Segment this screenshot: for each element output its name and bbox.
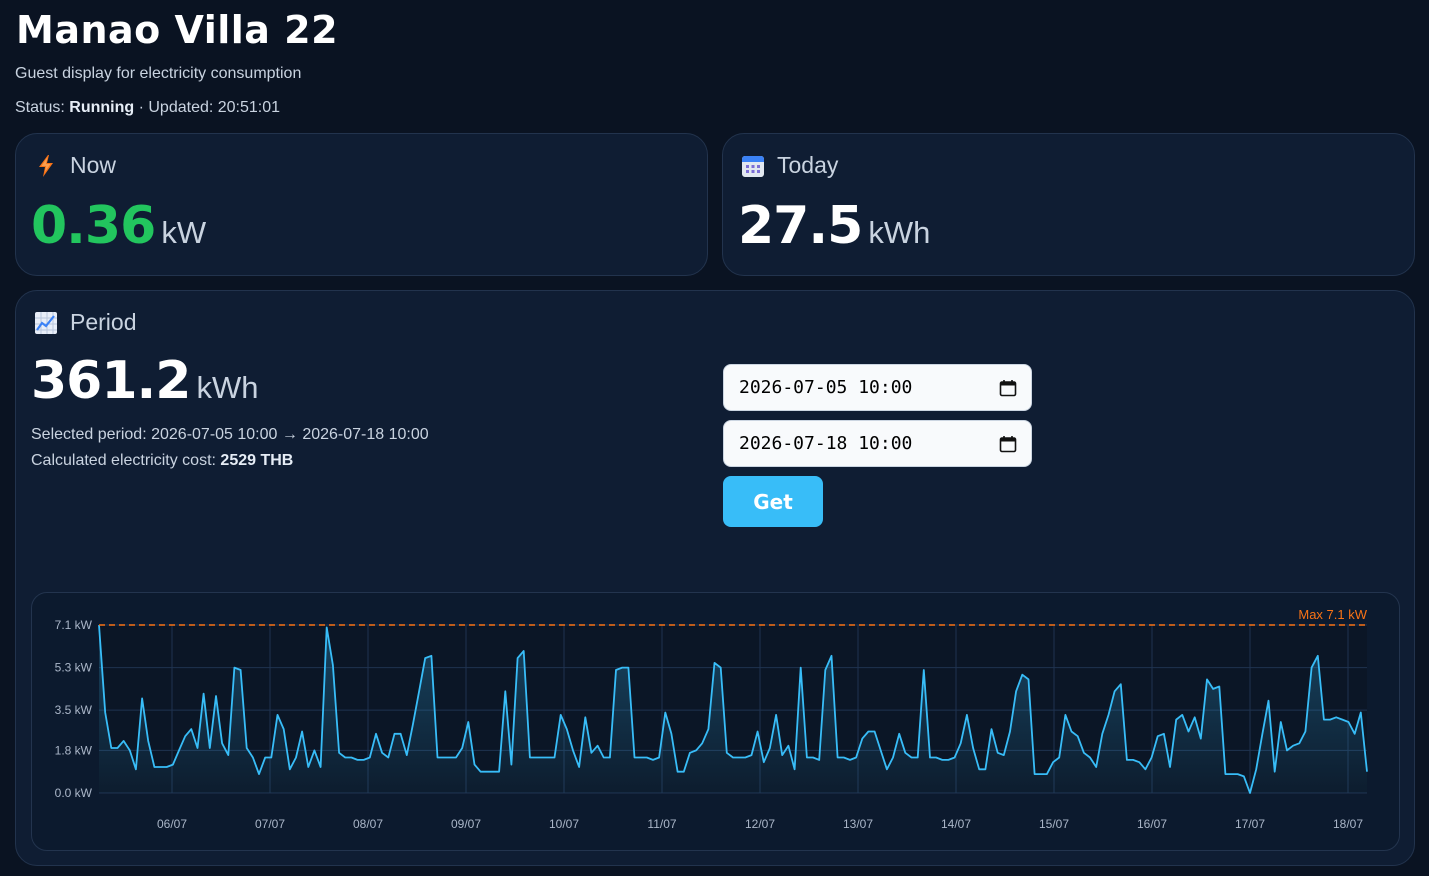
x-tick-label: 16/07 <box>1137 817 1167 831</box>
cost-value: 2529 THB <box>220 452 294 469</box>
x-tick-label: 08/07 <box>353 817 383 831</box>
x-tick-label: 11/07 <box>647 817 676 831</box>
status-label: Status: <box>15 99 65 116</box>
calculated-cost: Calculated electricity cost: 2529 THB <box>31 452 293 470</box>
end-datetime-value: 2026-07-18 10:00 <box>739 433 913 454</box>
max-label: Max 7.1 kW <box>1298 607 1367 622</box>
period-unit: kWh <box>196 370 259 405</box>
chart-icon <box>35 311 57 334</box>
selected-period: Selected period: 2026-07-05 10:00 → 2026… <box>31 426 429 444</box>
page-subtitle: Guest display for electricity consumptio… <box>15 65 302 82</box>
get-button[interactable]: Get <box>723 476 823 527</box>
start-datetime-value: 2026-07-05 10:00 <box>739 377 913 398</box>
y-tick-label: 0.0 kW <box>55 786 93 800</box>
calendar-picker-icon[interactable] <box>999 379 1017 397</box>
today-label: Today <box>777 152 839 178</box>
calendar-picker-icon[interactable] <box>999 435 1017 453</box>
period-number: 361.2 <box>31 351 191 411</box>
period-card: Period 361.2 kWh Selected period: 2026-0… <box>15 290 1415 866</box>
now-card: Now 0.36 kW <box>15 133 708 276</box>
today-number: 27.5 <box>738 196 863 256</box>
y-tick-label: 1.8 kW <box>55 743 93 757</box>
today-value: 27.5 kWh <box>738 196 930 256</box>
period-header: Period <box>34 309 136 336</box>
now-unit: kW <box>161 215 207 250</box>
period-label: Period <box>70 309 137 335</box>
end-datetime-input[interactable]: 2026-07-18 10:00 <box>723 420 1032 467</box>
start-datetime-input[interactable]: 2026-07-05 10:00 <box>723 364 1032 411</box>
today-unit: kWh <box>868 215 931 250</box>
series-area <box>99 625 1367 793</box>
x-tick-label: 14/07 <box>941 817 971 831</box>
y-tick-label: 7.1 kW <box>55 618 93 632</box>
y-tick-label: 5.3 kW <box>55 661 93 675</box>
x-tick-label: 06/07 <box>157 817 187 831</box>
updated-time: · Updated: 20:51:01 <box>138 99 281 116</box>
calendar-icon <box>742 155 764 177</box>
selected-period-label: Selected period: <box>31 426 147 443</box>
now-value: 0.36 kW <box>31 196 206 256</box>
status-line: Status: Running · Updated: 20:51:01 <box>15 99 280 117</box>
x-tick-label: 10/07 <box>549 817 579 831</box>
status-value: Running <box>69 99 135 116</box>
now-number: 0.36 <box>31 196 156 256</box>
x-tick-label: 07/07 <box>255 817 285 831</box>
x-tick-label: 13/07 <box>843 817 873 831</box>
consumption-chart: 7.1 kW 5.3 kW 3.5 kW 1.8 kW 0.0 kW 06/07 07/07… <box>31 592 1400 851</box>
x-tick-label: 18/07 <box>1333 817 1363 831</box>
selected-period-range: 2026-07-05 10:00 → 2026-07-18 10:00 <box>151 426 429 443</box>
chart-svg: 7.1 kW 5.3 kW 3.5 kW 1.8 kW 0.0 kW 06/07 07/07… <box>55 607 1368 831</box>
x-tick-label: 12/07 <box>745 817 775 831</box>
today-header: Today <box>741 152 838 179</box>
today-card: Today 27.5 kWh <box>722 133 1415 276</box>
series-line <box>98 624 1368 794</box>
now-label: Now <box>70 152 117 178</box>
x-tick-label: 09/07 <box>451 817 481 831</box>
x-tick-label: 17/07 <box>1235 817 1265 831</box>
page-title: Manao Villa 22 <box>16 8 339 52</box>
period-value: 361.2 kWh <box>31 351 258 411</box>
y-tick-label: 3.5 kW <box>55 703 93 717</box>
x-tick-label: 15/07 <box>1039 817 1069 831</box>
cost-label: Calculated electricity cost: <box>31 452 216 469</box>
lightning-icon <box>39 154 53 177</box>
now-header: Now <box>34 152 116 179</box>
